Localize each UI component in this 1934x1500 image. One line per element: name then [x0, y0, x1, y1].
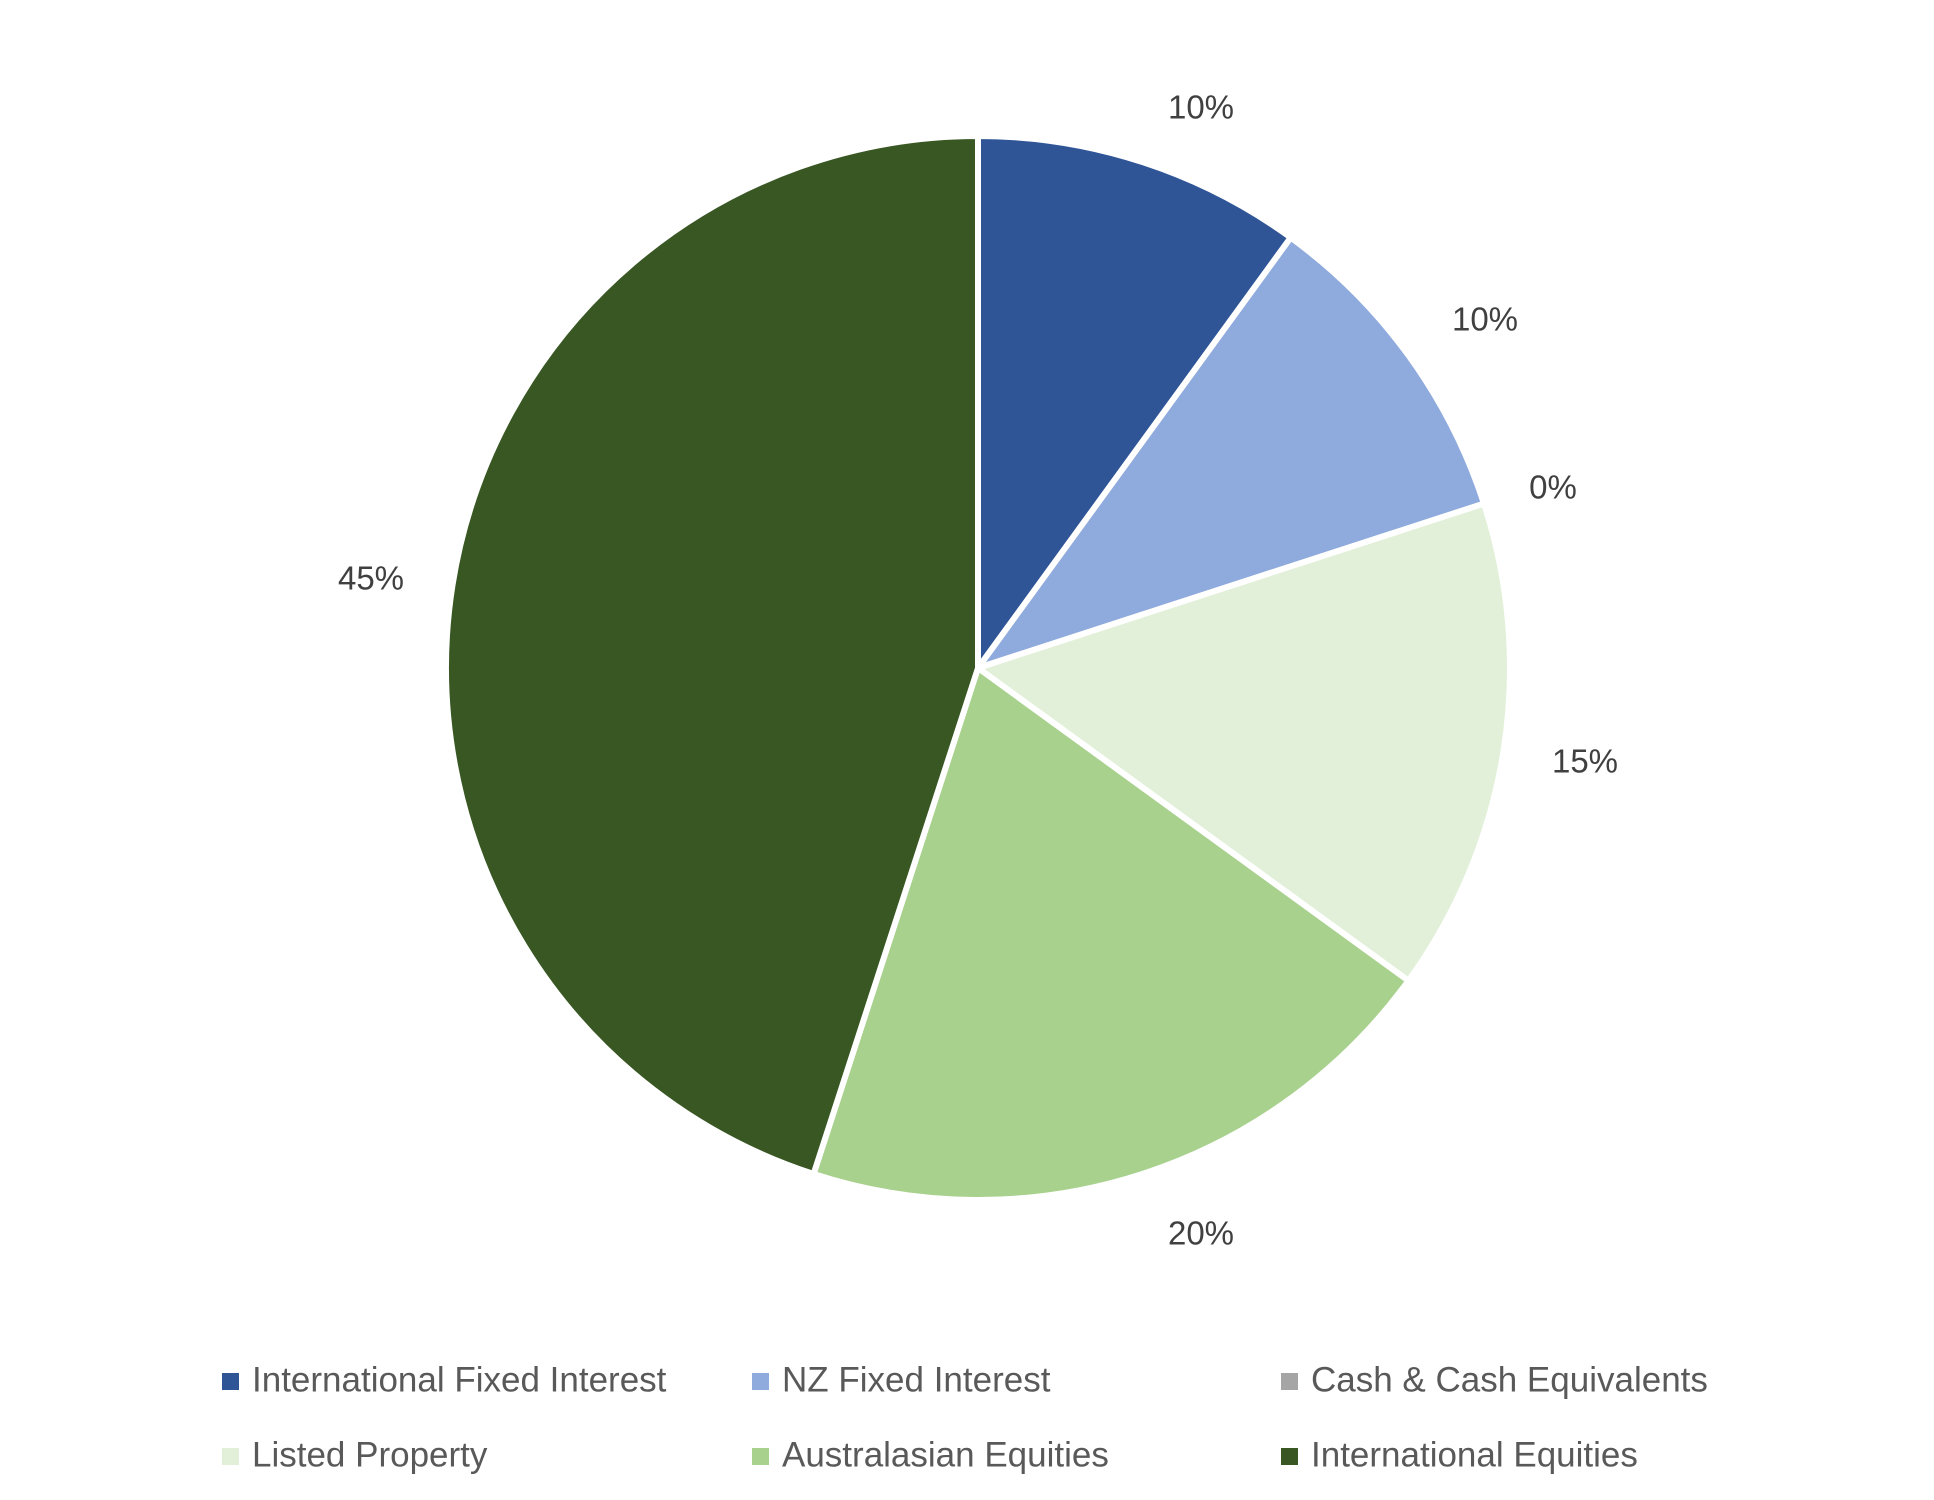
pie-slice-international-fixed-interest — [975, 133, 1294, 671]
legend-item-cash-and-cash-equivalents: Cash & Cash Equivalents — [1281, 1360, 1708, 1399]
legend-item-australasian-equities: Australasian Equities — [752, 1435, 1109, 1474]
legend-swatch-nz-fixed-interest — [752, 1373, 769, 1390]
legend-label-australasian-equities: Australasian Equities — [782, 1435, 1109, 1474]
chart-legend: International Fixed Interest NZ Fixed Int… — [222, 1360, 1708, 1474]
pie-slice-nz-fixed-interest — [975, 234, 1487, 671]
legend-swatch-cash-and-cash-equivalents — [1281, 1373, 1298, 1390]
legend-item-listed-property: Listed Property — [222, 1435, 488, 1474]
legend-label-listed-property: Listed Property — [252, 1435, 488, 1474]
pie-data-labels: 10% 10% 0% 15% 20% 45% — [338, 89, 1618, 1252]
pie-slices — [443, 133, 1513, 1203]
data-label-nz-fixed-interest: 10% — [1452, 301, 1518, 338]
legend-label-international-fixed-interest: International Fixed Interest — [252, 1360, 667, 1399]
pie-slice-listed-property — [975, 500, 1513, 984]
legend-label-nz-fixed-interest: NZ Fixed Interest — [782, 1360, 1051, 1399]
legend-item-international-equities: International Equities — [1281, 1435, 1638, 1474]
legend-swatch-international-equities — [1281, 1448, 1298, 1465]
data-label-international-fixed-interest: 10% — [1168, 89, 1234, 126]
legend-swatch-international-fixed-interest — [222, 1373, 239, 1390]
legend-label-international-equities: International Equities — [1311, 1435, 1638, 1474]
legend-item-international-fixed-interest: International Fixed Interest — [222, 1360, 667, 1399]
data-label-australasian-equities: 20% — [1168, 1215, 1234, 1252]
legend-swatch-australasian-equities — [752, 1448, 769, 1465]
data-label-listed-property: 15% — [1552, 743, 1618, 780]
pie-slice-australasian-equities — [810, 665, 1412, 1203]
data-label-international-equities: 45% — [338, 560, 404, 597]
pie-slice-international-equities — [443, 133, 981, 1177]
data-label-cash-and-cash-equivalents: 0% — [1529, 469, 1577, 506]
legend-label-cash-and-cash-equivalents: Cash & Cash Equivalents — [1311, 1360, 1708, 1399]
legend-item-nz-fixed-interest: NZ Fixed Interest — [752, 1360, 1051, 1399]
legend-swatch-listed-property — [222, 1448, 239, 1465]
